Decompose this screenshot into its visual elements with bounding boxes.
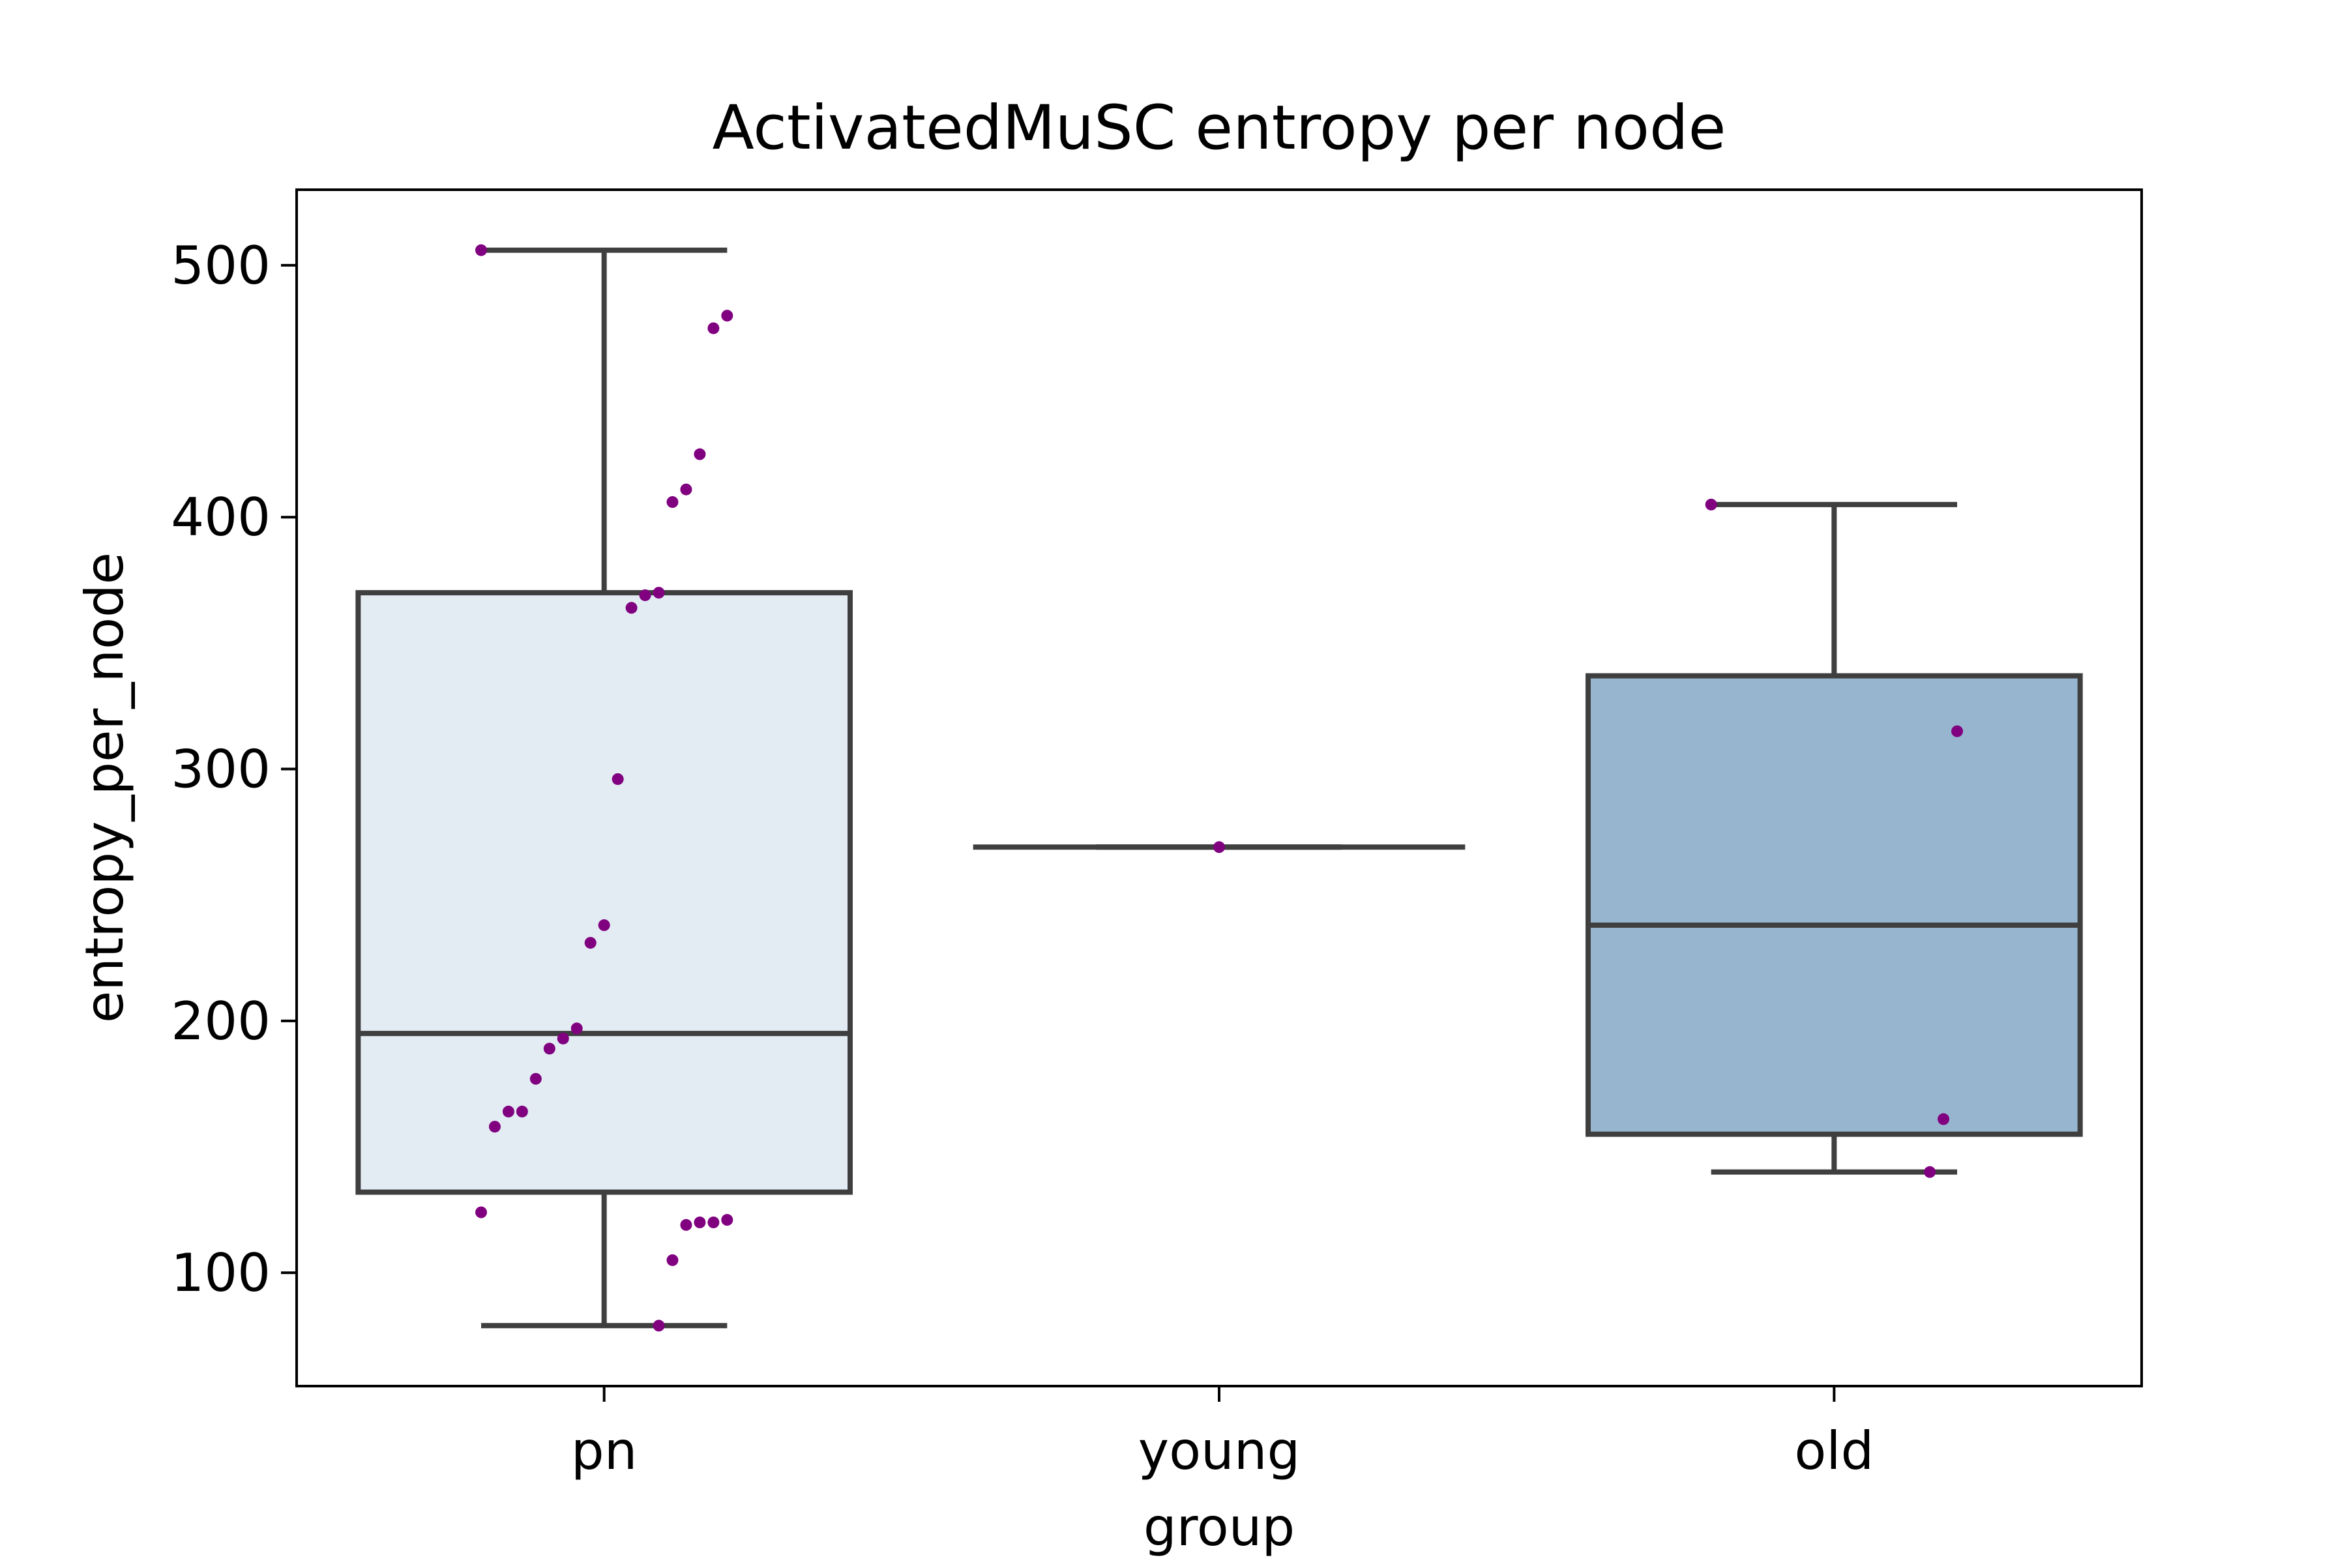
- chart-title: ActivatedMuSC entropy per node: [713, 93, 1726, 164]
- data-point-pn: [584, 937, 597, 949]
- data-point-pn: [653, 587, 665, 599]
- data-point-old: [1705, 498, 1717, 510]
- data-point-pn: [694, 448, 706, 460]
- data-point-pn: [570, 1022, 583, 1035]
- plot-marks: [355, 247, 2083, 1329]
- box-old: [1586, 673, 2083, 1137]
- data-point-pn: [680, 1219, 692, 1231]
- data-point-pn: [502, 1105, 514, 1117]
- data-point-pn: [488, 1121, 501, 1133]
- y-axis-label: entropy_per_node: [74, 552, 135, 1023]
- y-tick-label: 100: [171, 1243, 271, 1303]
- strip-points: [475, 244, 1963, 1332]
- data-point-pn: [516, 1105, 528, 1117]
- data-point-pn: [475, 244, 487, 256]
- y-tick-label: 500: [171, 235, 271, 296]
- y-tick-label: 300: [171, 739, 271, 800]
- y-axis: 100 200 300 400 500: [171, 235, 297, 1303]
- data-point-pn: [625, 602, 638, 614]
- data-point-pn: [612, 773, 624, 785]
- data-point-pn: [721, 310, 733, 322]
- data-point-old: [1938, 1113, 1950, 1125]
- data-point-pn: [598, 919, 610, 932]
- data-point-pn: [680, 483, 692, 496]
- data-point-pn: [557, 1032, 569, 1044]
- data-point-pn: [707, 322, 720, 334]
- box-pn: [355, 590, 853, 1195]
- data-point-pn: [529, 1072, 542, 1085]
- data-point-pn: [543, 1043, 555, 1055]
- data-point-old: [1924, 1166, 1936, 1178]
- data-point-pn: [707, 1216, 720, 1228]
- data-point-pn: [666, 1254, 679, 1266]
- data-point-pn: [666, 496, 679, 509]
- data-point-pn: [475, 1206, 487, 1219]
- data-point-pn: [721, 1214, 733, 1226]
- data-point-pn: [694, 1216, 706, 1228]
- x-tick-label: old: [1794, 1421, 1874, 1481]
- data-point-old: [1951, 725, 1963, 737]
- x-tick-label: pn: [571, 1421, 637, 1481]
- data-point-pn: [653, 1320, 665, 1332]
- data-point-pn: [639, 589, 651, 601]
- x-tick-label: young: [1138, 1421, 1300, 1481]
- data-point-young: [1213, 841, 1225, 853]
- y-tick-label: 200: [171, 991, 271, 1052]
- y-tick-label: 400: [171, 487, 271, 548]
- x-axis: pn young old: [571, 1386, 1874, 1481]
- x-axis-label: group: [1144, 1497, 1295, 1558]
